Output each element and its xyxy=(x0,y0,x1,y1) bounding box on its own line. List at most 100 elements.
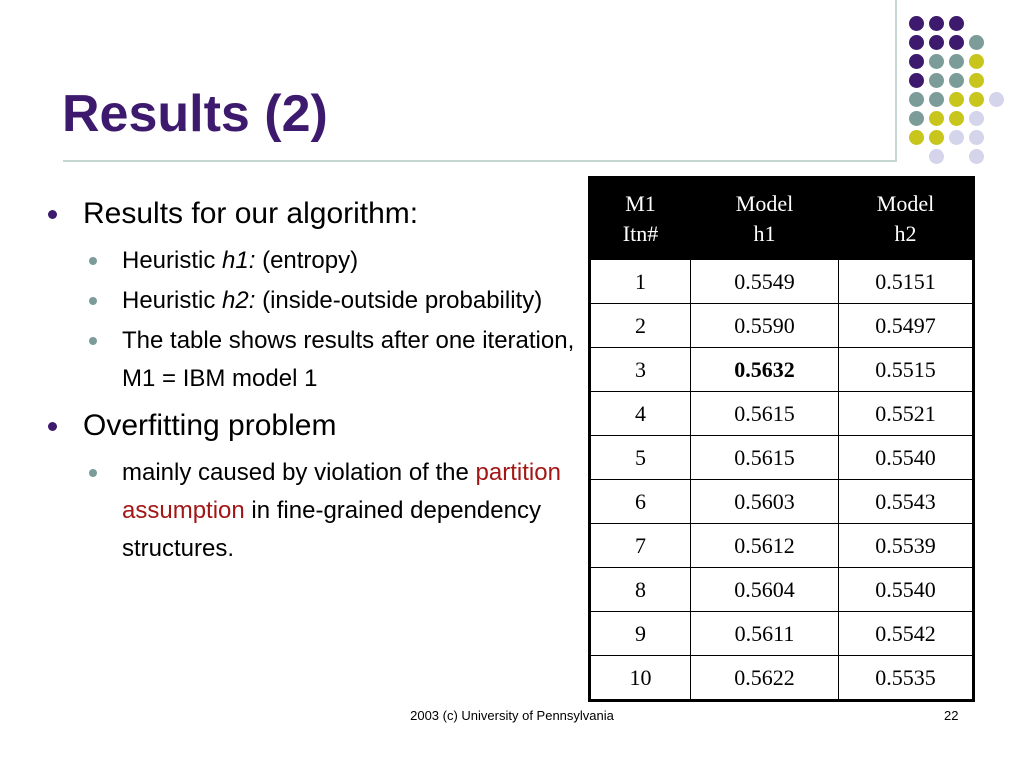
dot xyxy=(929,92,944,107)
cell-h2: 0.5543 xyxy=(838,479,974,524)
dot xyxy=(909,35,924,50)
bullet-list: Results for our algorithm: Heuristic h1:… xyxy=(40,196,580,570)
cell-h1: 0.5615 xyxy=(690,435,839,480)
sub-bullet-prefix: Heuristic xyxy=(122,287,223,314)
sub-bullet-desc: (inside-outside probability) xyxy=(255,287,543,314)
dot xyxy=(989,92,1004,107)
dot xyxy=(969,149,984,164)
dot xyxy=(949,92,964,107)
sub-bullet-h2: Heuristic h2: (inside-outside probabilit… xyxy=(40,282,580,320)
sub-bullet-table-note: The table shows results after one iterat… xyxy=(40,322,580,398)
cell-iteration: 8 xyxy=(589,567,691,612)
dot xyxy=(949,35,964,50)
heuristic-term: h2: xyxy=(222,287,256,314)
sub-bullet-h1: Heuristic h1: (entropy) xyxy=(40,242,580,280)
table-row: 10 0.5622 0.5535 xyxy=(589,655,974,701)
dot xyxy=(909,16,924,31)
sub-bullet-prefix: mainly caused by violation of the xyxy=(122,459,476,486)
heuristic-term: h1: xyxy=(222,247,256,274)
cell-h1: 0.5549 xyxy=(690,259,839,304)
bullet-text: Results for our algorithm: xyxy=(83,197,419,230)
cell-h1: 0.5612 xyxy=(690,523,839,568)
dot xyxy=(909,92,924,107)
cell-h2: 0.5535 xyxy=(838,655,974,701)
highlighted-term: partition assumption xyxy=(122,459,561,524)
bullet-dot-icon xyxy=(48,422,57,431)
cell-h2: 0.5151 xyxy=(838,259,974,304)
cell-iteration: 9 xyxy=(589,611,691,656)
sub-bullet-prefix: Heuristic xyxy=(122,247,223,274)
dot xyxy=(929,16,944,31)
cell-h1: 0.5604 xyxy=(690,567,839,612)
cell-h1: 0.5603 xyxy=(690,479,839,524)
dot xyxy=(969,35,984,50)
dot xyxy=(909,111,924,126)
dot xyxy=(969,111,984,126)
cell-iteration: 2 xyxy=(589,303,691,348)
dot xyxy=(929,149,944,164)
dot xyxy=(949,73,964,88)
header-model-h1: Model h1 xyxy=(690,177,839,260)
cell-iteration: 10 xyxy=(589,655,691,701)
slide-title: Results (2) xyxy=(62,85,328,143)
bullet-overfitting: Overfitting problem xyxy=(40,408,580,444)
cell-h1-best: 0.5632 xyxy=(690,347,839,392)
sub-bullet-dot-icon xyxy=(89,297,97,305)
sub-bullet-suffix: in fine-grained dependency structures. xyxy=(122,497,541,562)
dot xyxy=(969,130,984,145)
cell-iteration: 1 xyxy=(589,259,691,304)
dot xyxy=(949,111,964,126)
dot xyxy=(929,54,944,69)
header-m1-itn: M1 Itn# xyxy=(589,177,691,260)
dot xyxy=(929,130,944,145)
cell-h1: 0.5622 xyxy=(690,655,839,701)
table-row: 4 0.5615 0.5521 xyxy=(589,391,974,436)
decor-vertical-line xyxy=(895,0,897,162)
sub-bullet-cause: mainly caused by violation of the partit… xyxy=(40,454,580,568)
dot xyxy=(949,54,964,69)
dot xyxy=(909,130,924,145)
cell-h2: 0.5540 xyxy=(838,567,974,612)
cell-h2: 0.5542 xyxy=(838,611,974,656)
table-row: 5 0.5615 0.5540 xyxy=(589,435,974,480)
bullet-results: Results for our algorithm: xyxy=(40,196,580,232)
footer-copyright: 2003 (c) University of Pennsylvania xyxy=(410,708,614,723)
corner-dot-pattern xyxy=(0,0,1024,170)
page-number: 22 xyxy=(944,708,959,723)
cell-iteration: 5 xyxy=(589,435,691,480)
table-row: 2 0.5590 0.5497 xyxy=(589,303,974,348)
cell-h2: 0.5540 xyxy=(838,435,974,480)
cell-iteration: 4 xyxy=(589,391,691,436)
dot xyxy=(929,73,944,88)
dot xyxy=(909,54,924,69)
cell-h2: 0.5497 xyxy=(838,303,974,348)
sub-bullet-desc: (entropy) xyxy=(255,247,359,274)
cell-h2: 0.5521 xyxy=(838,391,974,436)
dot xyxy=(949,16,964,31)
table-row: 9 0.5611 0.5542 xyxy=(589,611,974,656)
bullet-dot-icon xyxy=(48,210,57,219)
sub-bullet-dot-icon xyxy=(89,337,97,345)
sub-bullet-text: The table shows results after one iterat… xyxy=(122,327,575,392)
cell-iteration: 3 xyxy=(589,347,691,392)
dot xyxy=(929,35,944,50)
dot xyxy=(969,73,984,88)
cell-h1: 0.5590 xyxy=(690,303,839,348)
cell-iteration: 7 xyxy=(589,523,691,568)
dot xyxy=(969,92,984,107)
table-header-row: M1 Itn# Model h1 Model h2 xyxy=(589,177,974,260)
table-row: 8 0.5604 0.5540 xyxy=(589,567,974,612)
sub-bullet-dot-icon xyxy=(89,257,97,265)
bullet-text: Overfitting problem xyxy=(83,409,337,442)
table-row: 6 0.5603 0.5543 xyxy=(589,479,974,524)
cell-h1: 0.5615 xyxy=(690,391,839,436)
cell-h2: 0.5515 xyxy=(838,347,974,392)
dot xyxy=(949,130,964,145)
cell-h2: 0.5539 xyxy=(838,523,974,568)
dot xyxy=(929,111,944,126)
cell-h1: 0.5611 xyxy=(690,611,839,656)
dot xyxy=(969,54,984,69)
results-table: M1 Itn# Model h1 Model h2 1 0.5549 0.5151 2… xyxy=(588,176,975,702)
dot xyxy=(909,73,924,88)
table-row: 3 0.5632 0.5515 xyxy=(589,347,974,392)
